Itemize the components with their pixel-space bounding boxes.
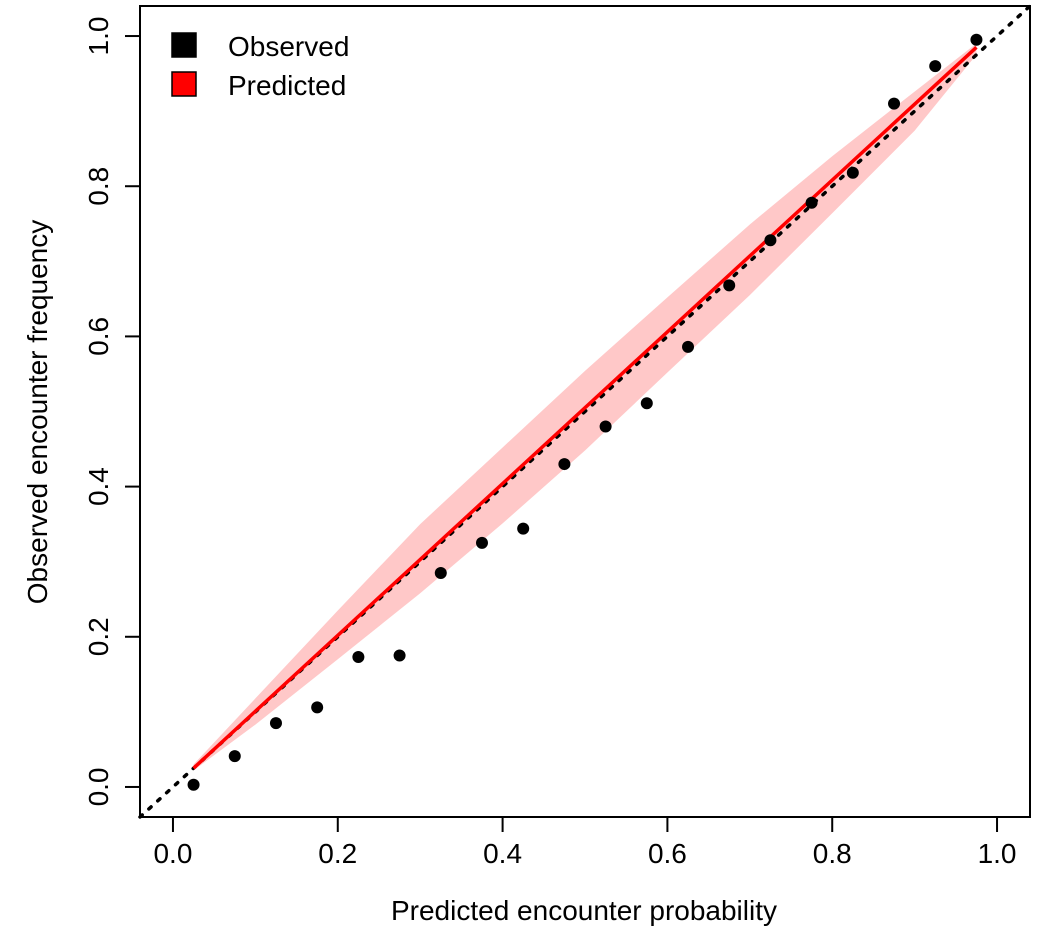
predicted-line [192,46,978,770]
observed-point [888,97,901,110]
reference-line-layer [138,4,1032,819]
y-tick-label: 0.8 [83,167,114,206]
y-tick-label: 0.0 [83,767,114,806]
observed-point [311,701,324,714]
y-axis-title: Observed encounter frequency [22,220,53,604]
x-tick-label: 0.0 [153,838,192,869]
reference-line [138,4,1032,819]
observed-point [929,60,942,73]
y-axis: 0.0 0.2 0.4 0.6 0.8 1.0 [83,17,141,806]
legend-label-predicted: Predicted [228,70,346,101]
observed-point [393,649,406,662]
y-tick-label: 1.0 [83,17,114,56]
x-tick-label: 0.2 [318,838,357,869]
observed-point [228,750,241,763]
observed-point [970,33,983,46]
observed-point [269,717,282,730]
observed-points-layer [187,33,983,791]
observed-point [352,651,365,664]
y-tick-label: 0.2 [83,617,114,656]
observed-point [846,166,859,179]
observed-point [723,279,736,292]
y-tick-label: 0.4 [83,467,114,506]
legend-swatch-observed [171,32,197,58]
observed-point [640,397,653,410]
x-tick-label: 0.6 [648,838,687,869]
x-tick-label: 0.4 [483,838,522,869]
x-tick-label: 0.8 [813,838,852,869]
observed-point [599,420,612,433]
observed-point [764,234,777,247]
observed-point [682,340,695,353]
x-axis-title: Predicted encounter probability [391,895,777,926]
observed-point [434,566,447,579]
observed-point [517,522,530,535]
observed-point [558,458,571,471]
legend-swatch-predicted [171,71,197,97]
legend-label-observed: Observed [228,31,349,62]
observed-point [187,778,200,791]
legend: Observed Predicted [171,31,349,101]
x-axis: 0.0 0.2 0.4 0.6 0.8 1.0 [153,816,1017,869]
observed-point [475,536,488,549]
predicted-line-layer [192,46,978,770]
observed-point [805,196,818,209]
y-tick-label: 0.6 [83,317,114,356]
x-tick-label: 1.0 [978,838,1017,869]
